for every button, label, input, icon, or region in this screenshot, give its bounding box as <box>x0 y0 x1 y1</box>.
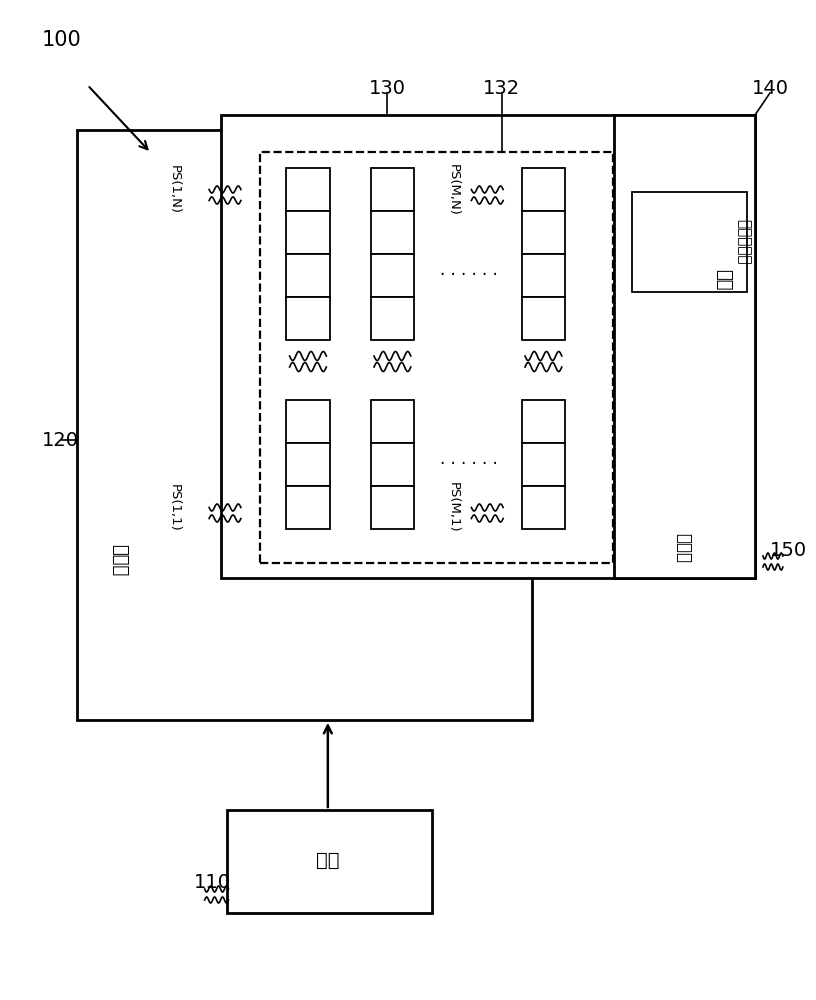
Bar <box>370 486 415 529</box>
Bar <box>370 400 415 443</box>
Bar <box>286 297 330 340</box>
Bar <box>521 168 565 211</box>
Bar <box>521 254 565 297</box>
Text: 140: 140 <box>752 79 788 98</box>
Bar <box>78 130 533 720</box>
Bar <box>220 115 755 578</box>
Bar <box>286 400 330 443</box>
Bar <box>370 254 415 297</box>
Bar <box>632 192 747 292</box>
Bar <box>286 168 330 211</box>
Text: PS(1,1): PS(1,1) <box>167 484 180 531</box>
Bar <box>286 254 330 297</box>
Text: PS(1,N): PS(1,N) <box>167 165 180 214</box>
Text: PS(M,1): PS(M,1) <box>446 482 459 533</box>
Text: 光源: 光源 <box>316 850 339 869</box>
Text: 信号处理器: 信号处理器 <box>735 219 751 265</box>
Bar <box>370 211 415 254</box>
Bar <box>286 211 330 254</box>
Text: · · · · · ·: · · · · · · <box>440 266 498 284</box>
Bar <box>521 443 565 486</box>
Text: · · · · · ·: · · · · · · <box>440 455 498 473</box>
Text: 110: 110 <box>193 874 231 892</box>
Text: 100: 100 <box>42 30 82 50</box>
Text: 120: 120 <box>42 430 78 450</box>
Bar <box>521 400 565 443</box>
Text: 130: 130 <box>369 79 406 98</box>
Bar <box>521 211 565 254</box>
Bar <box>614 115 755 578</box>
Text: 150: 150 <box>770 540 807 560</box>
Bar <box>521 486 565 529</box>
Bar <box>286 443 330 486</box>
Bar <box>227 810 432 913</box>
Text: 基材: 基材 <box>714 269 732 291</box>
Text: 132: 132 <box>483 79 521 98</box>
Text: 接连部: 接连部 <box>675 533 693 563</box>
Bar <box>286 486 330 529</box>
Text: 导光板: 导光板 <box>110 544 128 576</box>
Bar <box>370 168 415 211</box>
Bar <box>521 297 565 340</box>
Bar <box>370 297 415 340</box>
Bar <box>370 443 415 486</box>
Bar <box>260 152 613 563</box>
Text: PS(M,N): PS(M,N) <box>446 164 459 215</box>
